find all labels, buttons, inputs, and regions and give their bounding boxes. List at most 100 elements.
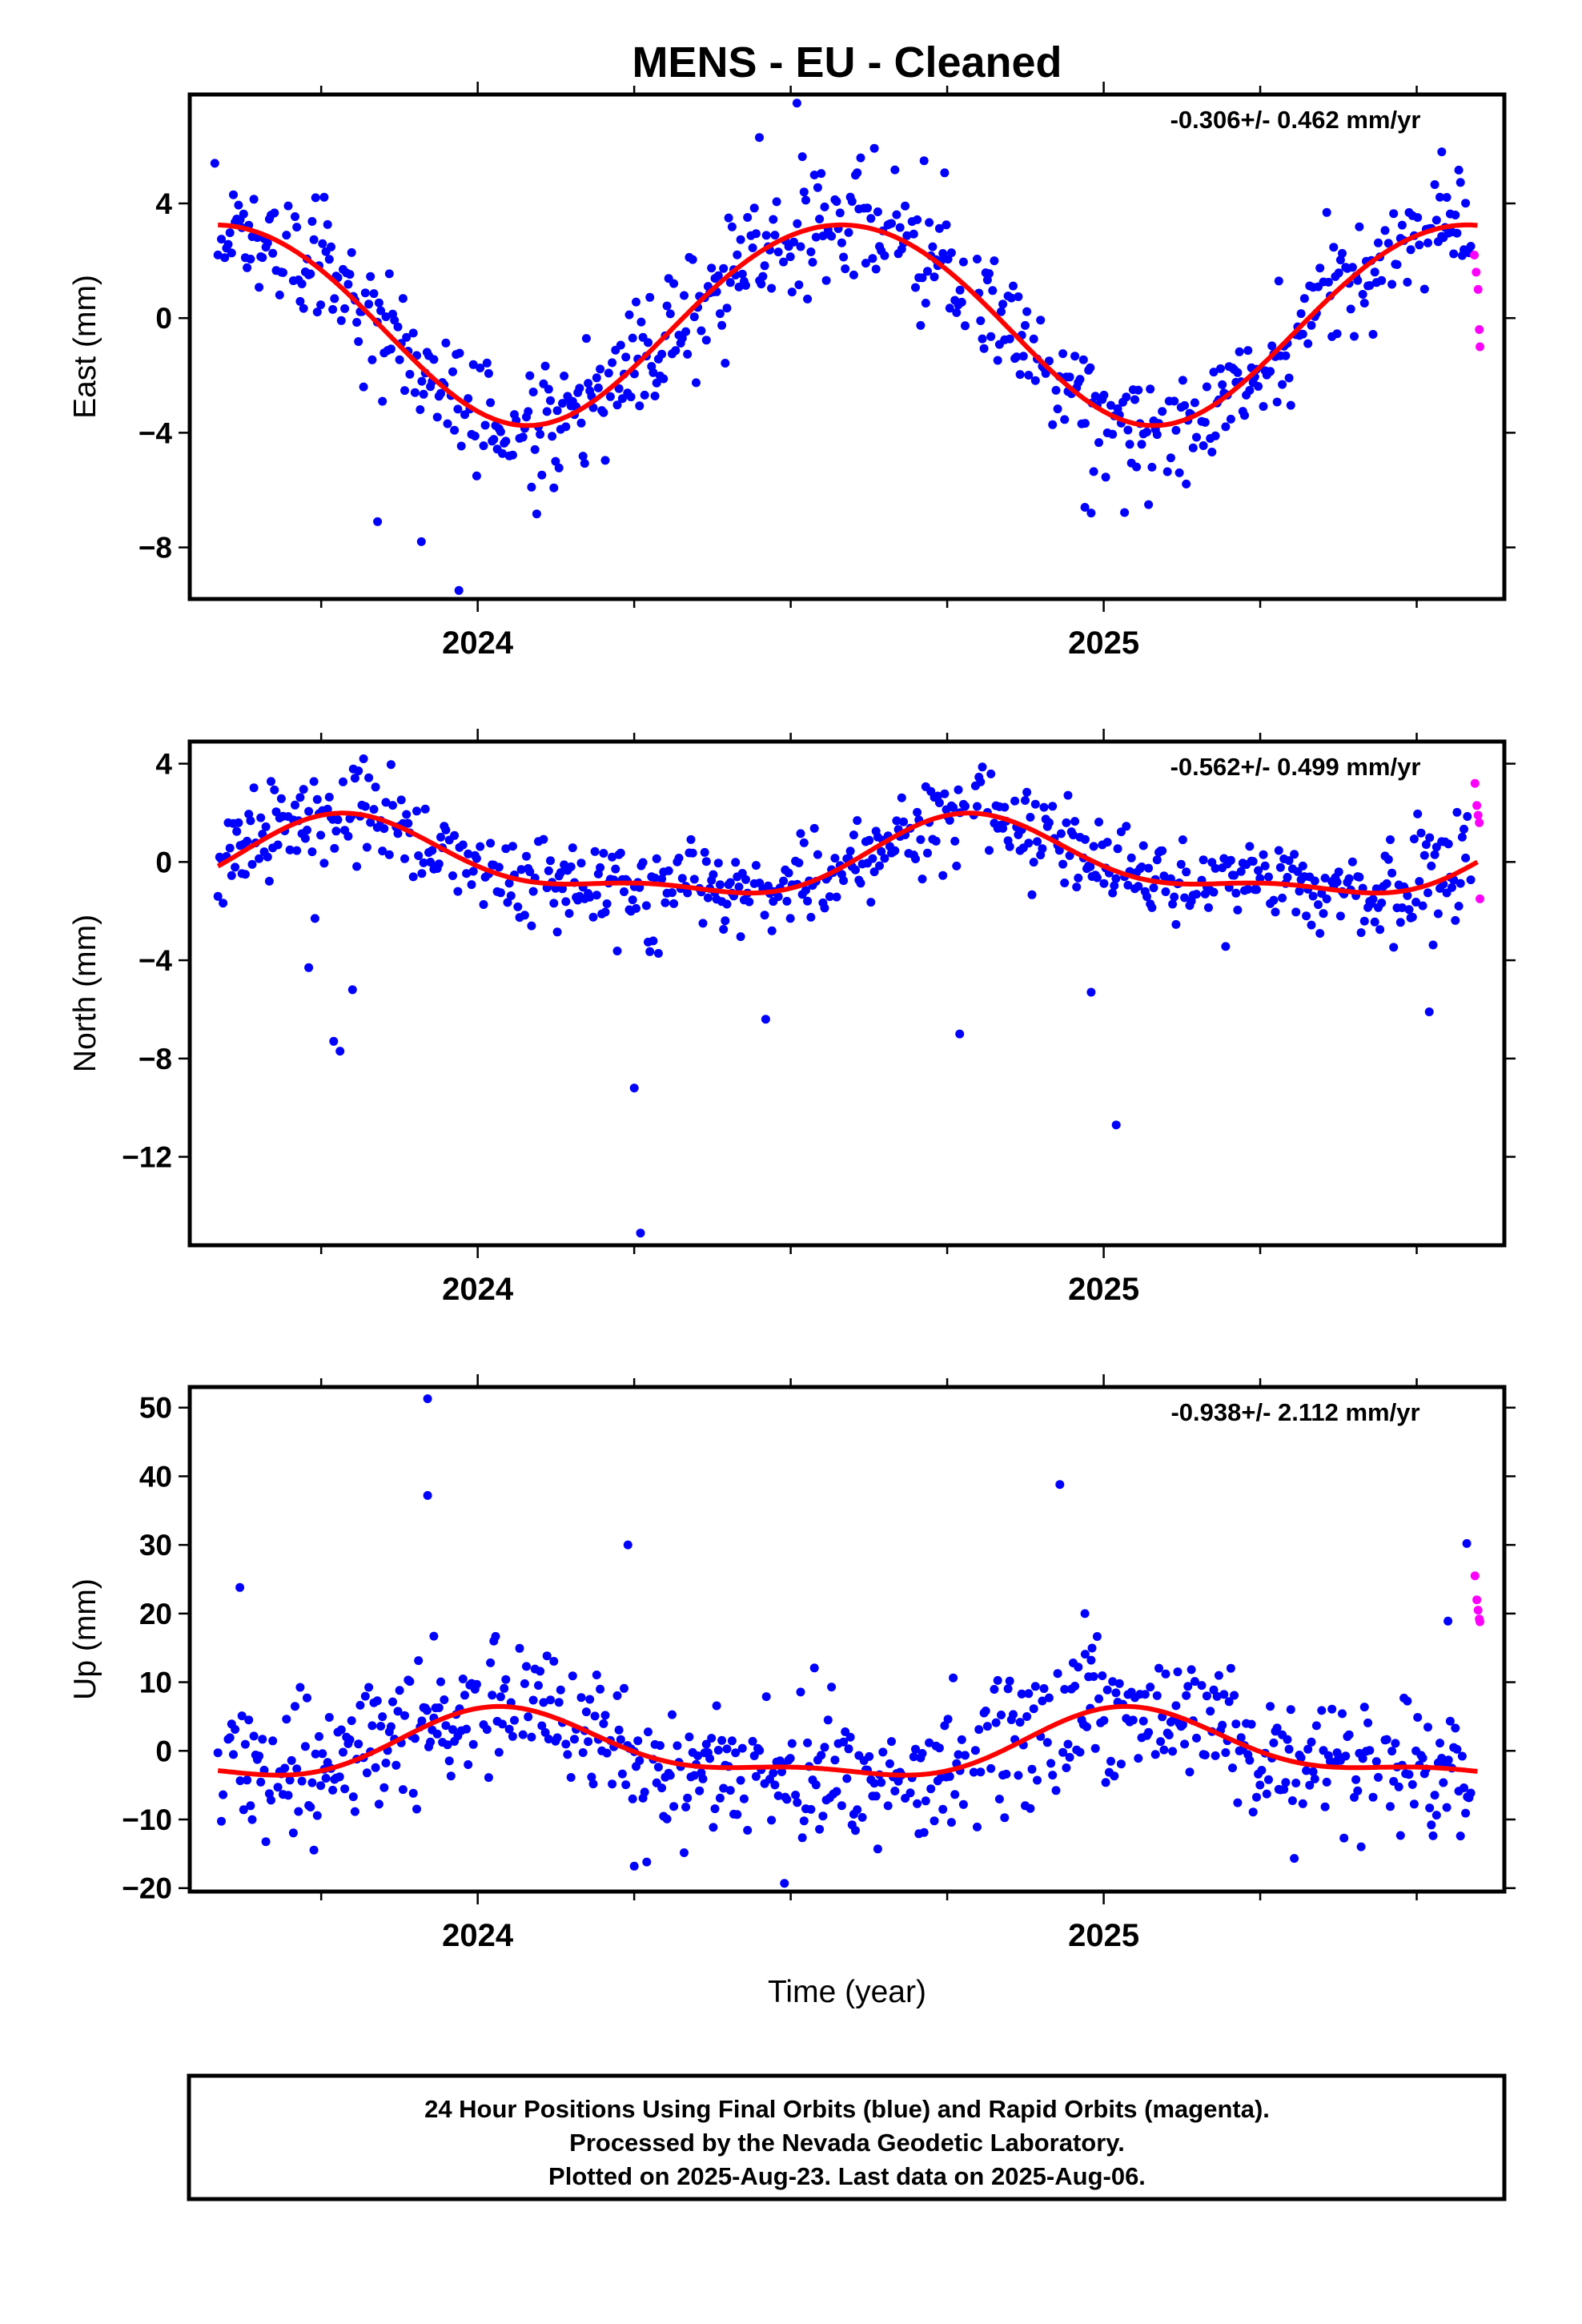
final-orbit-point bbox=[1230, 1691, 1239, 1700]
final-orbit-point bbox=[761, 1692, 771, 1702]
final-orbit-point bbox=[426, 1737, 436, 1747]
final-orbit-point bbox=[1296, 1753, 1306, 1763]
final-orbit-point bbox=[1424, 1007, 1434, 1016]
final-orbit-point bbox=[1387, 1747, 1397, 1756]
final-orbit-point bbox=[328, 304, 338, 314]
final-orbit-point bbox=[513, 902, 523, 911]
final-orbit-point bbox=[1254, 382, 1263, 391]
final-orbit-point bbox=[1178, 376, 1187, 385]
final-orbit-point bbox=[443, 1740, 452, 1750]
final-orbit-point bbox=[378, 1712, 387, 1722]
final-orbit-point bbox=[246, 816, 255, 826]
final-orbit-point bbox=[340, 304, 350, 313]
final-orbit-point bbox=[1065, 850, 1074, 860]
final-orbit-point bbox=[588, 1779, 598, 1789]
final-orbit-point bbox=[1386, 835, 1395, 844]
final-orbit-point bbox=[518, 1730, 528, 1739]
final-orbit-point bbox=[869, 1779, 879, 1788]
final-orbit-point bbox=[1176, 859, 1186, 869]
final-orbit-point bbox=[741, 280, 750, 290]
final-orbit-point bbox=[1264, 872, 1273, 882]
final-orbit-point bbox=[450, 425, 460, 435]
final-orbit-point bbox=[1218, 380, 1227, 389]
final-orbit-point bbox=[1005, 842, 1014, 851]
final-orbit-point bbox=[705, 1754, 715, 1763]
final-orbit-point bbox=[1114, 1679, 1124, 1688]
final-orbit-point bbox=[921, 1796, 930, 1806]
final-orbit-point bbox=[734, 883, 744, 891]
final-orbit-point bbox=[787, 287, 797, 297]
final-orbit-point bbox=[596, 862, 605, 872]
final-orbit-point bbox=[683, 349, 693, 359]
final-orbit-point bbox=[1338, 248, 1347, 258]
final-orbit-point bbox=[745, 897, 754, 907]
final-orbit-point bbox=[369, 805, 379, 814]
x-tick-label: 2024 bbox=[442, 625, 514, 661]
final-orbit-point bbox=[297, 1776, 307, 1786]
final-orbit-point bbox=[1086, 987, 1096, 997]
final-orbit-point bbox=[689, 1771, 699, 1780]
final-orbit-point bbox=[285, 1775, 295, 1785]
final-orbit-point bbox=[789, 237, 798, 247]
final-orbit-point bbox=[1147, 903, 1157, 912]
final-orbit-point bbox=[263, 852, 272, 862]
final-orbit-point bbox=[913, 807, 922, 817]
final-orbit-point bbox=[246, 255, 255, 263]
final-orbit-point bbox=[709, 870, 718, 879]
final-orbit-point bbox=[1389, 1776, 1399, 1786]
final-orbit-point bbox=[1391, 1739, 1400, 1748]
final-orbit-point bbox=[448, 1725, 457, 1735]
final-orbit-point bbox=[454, 585, 464, 595]
final-orbit-point bbox=[1074, 873, 1083, 883]
final-orbit-point bbox=[1466, 1788, 1476, 1798]
final-orbit-point bbox=[969, 1767, 978, 1777]
final-orbit-point bbox=[1286, 400, 1295, 410]
final-orbit-point bbox=[733, 250, 742, 259]
final-orbit-point bbox=[561, 422, 571, 432]
final-orbit-point bbox=[1332, 878, 1342, 887]
final-orbit-point bbox=[1395, 1831, 1405, 1840]
final-orbit-point bbox=[727, 1736, 737, 1746]
final-orbit-point bbox=[1180, 1739, 1190, 1749]
final-orbit-point bbox=[1409, 834, 1419, 844]
final-orbit-point bbox=[998, 300, 1008, 309]
final-orbit-point bbox=[1142, 428, 1151, 436]
final-orbit-point bbox=[865, 835, 874, 845]
final-orbit-point bbox=[247, 859, 257, 869]
final-orbit-point bbox=[316, 300, 326, 310]
final-orbit-point bbox=[1164, 1731, 1174, 1739]
final-orbit-point bbox=[546, 1695, 555, 1705]
final-orbit-point bbox=[1287, 1796, 1297, 1805]
final-orbit-point bbox=[339, 1747, 347, 1757]
final-orbit-point bbox=[330, 294, 339, 304]
final-orbit-point bbox=[1170, 892, 1179, 902]
final-orbit-point bbox=[1279, 1784, 1289, 1794]
final-orbit-point bbox=[741, 875, 750, 884]
final-orbit-point bbox=[1003, 1684, 1013, 1694]
final-orbit-point bbox=[309, 1845, 319, 1855]
final-orbit-point bbox=[1038, 844, 1047, 854]
final-orbit-point bbox=[500, 1683, 509, 1693]
final-orbit-point bbox=[1443, 1755, 1453, 1765]
final-orbit-point bbox=[362, 1768, 371, 1778]
final-orbit-point bbox=[486, 838, 496, 848]
final-orbit-point bbox=[1010, 796, 1020, 806]
final-orbit-point bbox=[1209, 1685, 1219, 1695]
final-orbit-point bbox=[472, 1679, 481, 1689]
final-orbit-point bbox=[1070, 1682, 1080, 1691]
final-orbit-point bbox=[669, 279, 679, 288]
final-orbit-point bbox=[1041, 368, 1050, 378]
final-orbit-point bbox=[414, 1656, 424, 1666]
final-orbit-point bbox=[985, 269, 994, 279]
final-orbit-point bbox=[1080, 503, 1090, 512]
final-orbit-point bbox=[961, 1751, 970, 1760]
final-orbit-point bbox=[393, 829, 403, 838]
final-orbit-point bbox=[815, 215, 825, 223]
final-orbit-point bbox=[1368, 1792, 1378, 1802]
final-orbit-point bbox=[785, 252, 795, 262]
final-orbit-point bbox=[930, 1816, 939, 1826]
final-orbit-point bbox=[1307, 1737, 1316, 1747]
final-orbit-point bbox=[614, 1725, 624, 1735]
final-orbit-point bbox=[1159, 1745, 1169, 1755]
